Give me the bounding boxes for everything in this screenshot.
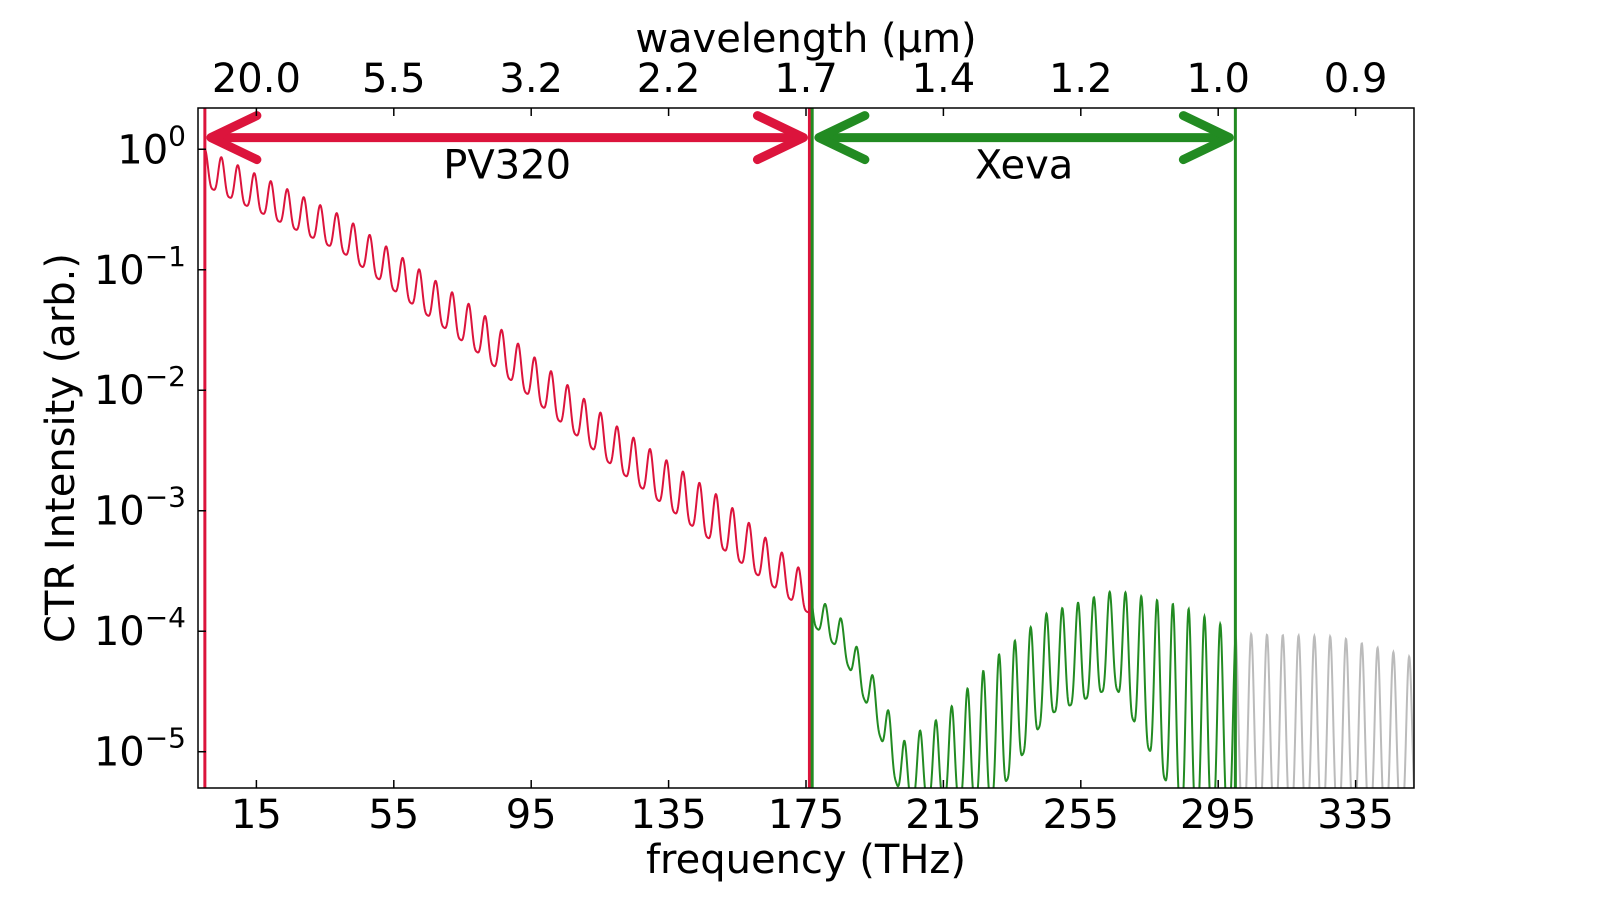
top-tick-label-7: 1.0 [1186, 56, 1250, 102]
top-tick-label-6: 1.2 [1049, 56, 1113, 102]
plot-frame [197, 107, 1415, 789]
y-tick-label-4: 10−4 [94, 601, 186, 655]
band-label-pv320: PV320 [443, 142, 571, 188]
top-axis-label: wavelength (μm) [635, 16, 976, 62]
series-layer [204, 148, 1414, 788]
top-tick-label-4: 1.7 [774, 56, 838, 102]
x-tick-label-3: 135 [630, 792, 706, 838]
band-pv320-arrow [206, 111, 808, 165]
band-xeva-arrow [814, 111, 1234, 165]
top-tick-label-0: 20.0 [212, 56, 301, 102]
top-tick-label-8: 0.9 [1324, 56, 1388, 102]
x-tick-label-2: 95 [506, 792, 557, 838]
y-tick-label-3: 10−3 [94, 481, 186, 535]
band-label-xeva: Xeva [975, 142, 1073, 188]
band-annotations: PV320 Xeva [206, 111, 1234, 188]
x-axis-label: frequency (THz) [646, 837, 966, 883]
x-tick-label-7: 295 [1180, 792, 1256, 838]
y-tick-label-0: 100 [117, 119, 186, 173]
y-tick-label-5: 10−5 [94, 722, 186, 776]
x-tick-label-0: 15 [231, 792, 282, 838]
x-tick-label-4: 175 [768, 792, 844, 838]
y-axis-label: CTR Intensity (arb.) [38, 253, 84, 643]
vertical-lines [203, 108, 1237, 788]
x-tick-label-1: 55 [368, 792, 419, 838]
y-tick-label-1: 10−1 [94, 240, 186, 294]
top-tick-label-1: 5.5 [362, 56, 426, 102]
series-line-0 [204, 148, 811, 614]
top-tick-label-2: 3.2 [499, 56, 563, 102]
x-tick-label-6: 255 [1043, 792, 1119, 838]
series-line-1 [808, 589, 1237, 788]
x-tick-label-5: 215 [905, 792, 981, 838]
series-line-2 [1234, 631, 1414, 788]
axis-ticks: 15 55 95 135 175 215 255 295 335 20.0 5.5 3.2 2.2 1.7… [94, 56, 1394, 838]
x-tick-label-8: 335 [1317, 792, 1393, 838]
y-tick-label-2: 10−2 [94, 360, 186, 414]
top-tick-label-3: 2.2 [637, 56, 701, 102]
top-tick-label-5: 1.4 [912, 56, 976, 102]
